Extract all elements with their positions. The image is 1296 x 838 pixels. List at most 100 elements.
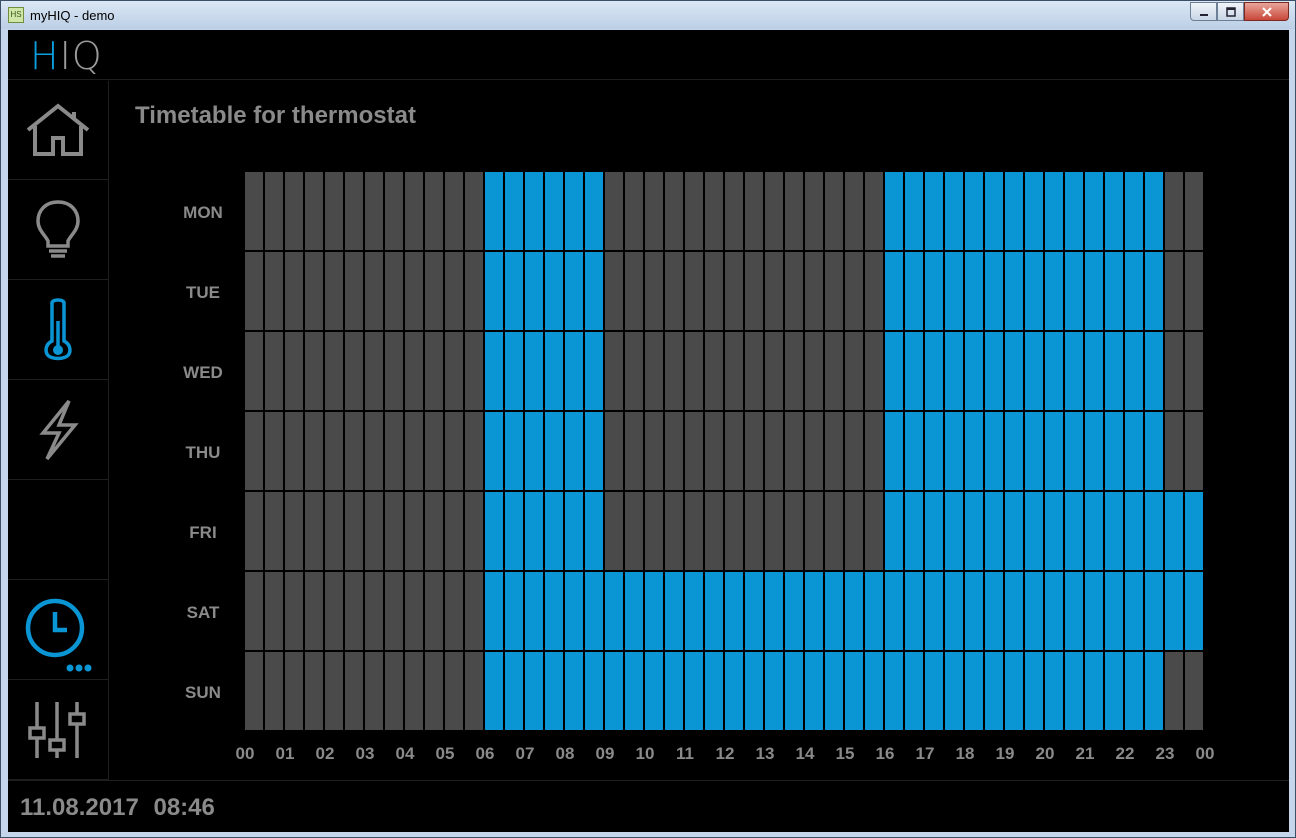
timetable-cell[interactable] xyxy=(1185,332,1203,410)
timetable-cell[interactable] xyxy=(725,252,743,330)
timetable-cell[interactable] xyxy=(505,412,523,490)
timetable-cell[interactable] xyxy=(365,252,383,330)
timetable-cell[interactable] xyxy=(885,332,903,410)
timetable-cell[interactable] xyxy=(1065,652,1083,730)
timetable-cell[interactable] xyxy=(965,412,983,490)
timetable-cell[interactable] xyxy=(505,332,523,410)
timetable-cell[interactable] xyxy=(905,652,923,730)
timetable-cell[interactable] xyxy=(565,412,583,490)
timetable-cell[interactable] xyxy=(1005,572,1023,650)
timetable-cell[interactable] xyxy=(1085,172,1103,250)
timetable-cell[interactable] xyxy=(1125,492,1143,570)
timetable-cell[interactable] xyxy=(645,172,663,250)
timetable-cell[interactable] xyxy=(625,492,643,570)
timetable-cell[interactable] xyxy=(745,412,763,490)
timetable-cell[interactable] xyxy=(485,252,503,330)
timetable-cell[interactable] xyxy=(625,252,643,330)
timetable-cell[interactable] xyxy=(445,172,463,250)
timetable-cell[interactable] xyxy=(465,652,483,730)
timetable-cell[interactable] xyxy=(485,572,503,650)
timetable-cell[interactable] xyxy=(345,332,363,410)
timetable-cell[interactable] xyxy=(645,252,663,330)
timetable-cell[interactable] xyxy=(525,412,543,490)
timetable-cell[interactable] xyxy=(1125,652,1143,730)
timetable-cell[interactable] xyxy=(325,252,343,330)
timetable-cell[interactable] xyxy=(685,172,703,250)
timetable-cell[interactable] xyxy=(585,332,603,410)
timetable-cell[interactable] xyxy=(745,252,763,330)
timetable-cell[interactable] xyxy=(645,652,663,730)
timetable-cell[interactable] xyxy=(505,652,523,730)
timetable-cell[interactable] xyxy=(725,572,743,650)
timetable-cell[interactable] xyxy=(545,652,563,730)
timetable-cell[interactable] xyxy=(1165,652,1183,730)
timetable-cell[interactable] xyxy=(965,252,983,330)
timetable-cell[interactable] xyxy=(665,492,683,570)
timetable-cell[interactable] xyxy=(1025,492,1043,570)
timetable-cell[interactable] xyxy=(945,652,963,730)
timetable-cell[interactable] xyxy=(1165,572,1183,650)
title-bar[interactable]: HS myHIQ - demo xyxy=(1,1,1295,29)
timetable-cell[interactable] xyxy=(1065,332,1083,410)
timetable-cell[interactable] xyxy=(545,572,563,650)
timetable-cell[interactable] xyxy=(1105,332,1123,410)
timetable-cell[interactable] xyxy=(845,172,863,250)
timetable-cell[interactable] xyxy=(385,172,403,250)
timetable-cell[interactable] xyxy=(465,412,483,490)
timetable-cell[interactable] xyxy=(785,172,803,250)
timetable-cell[interactable] xyxy=(425,572,443,650)
timetable-cell[interactable] xyxy=(1085,412,1103,490)
timetable-cell[interactable] xyxy=(1005,252,1023,330)
timetable-cell[interactable] xyxy=(665,172,683,250)
timetable-cell[interactable] xyxy=(305,412,323,490)
timetable-cell[interactable] xyxy=(325,172,343,250)
timetable-cell[interactable] xyxy=(1065,412,1083,490)
timetable-cell[interactable] xyxy=(445,252,463,330)
timetable-cell[interactable] xyxy=(825,492,843,570)
timetable-cell[interactable] xyxy=(1085,252,1103,330)
timetable-cell[interactable] xyxy=(265,572,283,650)
timetable-cell[interactable] xyxy=(925,172,943,250)
timetable-cell[interactable] xyxy=(905,412,923,490)
timetable-cell[interactable] xyxy=(1085,572,1103,650)
timetable-cell[interactable] xyxy=(925,572,943,650)
timetable-cell[interactable] xyxy=(905,172,923,250)
timetable-cell[interactable] xyxy=(405,652,423,730)
timetable-cell[interactable] xyxy=(605,492,623,570)
timetable-cell[interactable] xyxy=(685,252,703,330)
timetable-cell[interactable] xyxy=(405,332,423,410)
timetable-cell[interactable] xyxy=(725,492,743,570)
timetable-cell[interactable] xyxy=(925,652,943,730)
timetable-cell[interactable] xyxy=(385,412,403,490)
timetable-cell[interactable] xyxy=(1085,332,1103,410)
timetable-cell[interactable] xyxy=(785,412,803,490)
timetable-cell[interactable] xyxy=(345,412,363,490)
timetable-cell[interactable] xyxy=(985,572,1003,650)
timetable-cell[interactable] xyxy=(685,332,703,410)
timetable-cell[interactable] xyxy=(985,412,1003,490)
timetable-cell[interactable] xyxy=(785,332,803,410)
timetable-cell[interactable] xyxy=(705,652,723,730)
timetable-cell[interactable] xyxy=(805,172,823,250)
timetable-cell[interactable] xyxy=(365,412,383,490)
timetable-cell[interactable] xyxy=(805,332,823,410)
timetable-cell[interactable] xyxy=(445,332,463,410)
timetable-cell[interactable] xyxy=(1105,572,1123,650)
timetable-cell[interactable] xyxy=(285,252,303,330)
timetable-cell[interactable] xyxy=(725,172,743,250)
timetable-cell[interactable] xyxy=(625,332,643,410)
timetable-cell[interactable] xyxy=(265,492,283,570)
timetable-cell[interactable] xyxy=(1125,572,1143,650)
timetable-cell[interactable] xyxy=(465,252,483,330)
timetable-cell[interactable] xyxy=(845,492,863,570)
timetable-cell[interactable] xyxy=(645,332,663,410)
timetable-cell[interactable] xyxy=(1065,172,1083,250)
timetable-cell[interactable] xyxy=(1065,572,1083,650)
timetable-cell[interactable] xyxy=(825,172,843,250)
timetable-cell[interactable] xyxy=(1165,332,1183,410)
timetable-cell[interactable] xyxy=(905,252,923,330)
timetable-cell[interactable] xyxy=(1065,252,1083,330)
timetable-cell[interactable] xyxy=(285,412,303,490)
timetable-cell[interactable] xyxy=(625,172,643,250)
timetable-cell[interactable] xyxy=(305,172,323,250)
